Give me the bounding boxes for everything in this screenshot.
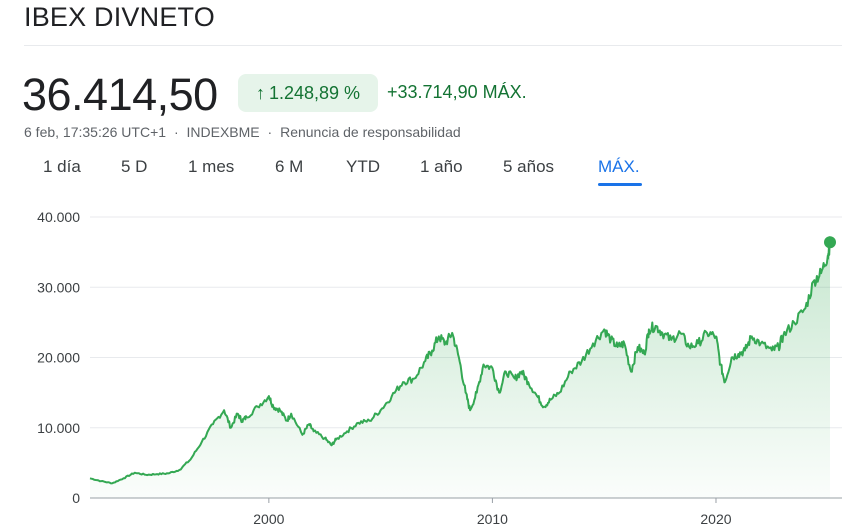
tab-1-month[interactable]: 1 mes — [188, 157, 235, 176]
exchange-name: INDEXBME — [186, 124, 260, 140]
y-tick-label: 20.000 — [37, 350, 80, 366]
percent-change-badge: ↑ 1.248,89 % — [238, 74, 378, 112]
meta-separator: · — [267, 124, 273, 140]
tab-5-days[interactable]: 5 D — [121, 157, 148, 176]
meta-separator: · — [173, 124, 179, 140]
current-price: 36.414,50 — [22, 69, 218, 120]
percent-change-value: 1.248,89 % — [268, 82, 361, 103]
period-label: MÁX. — [482, 82, 527, 102]
tab-ytd[interactable]: YTD — [346, 157, 380, 176]
timestamp: 6 feb, 17:35:26 UTC+1 — [24, 124, 167, 140]
up-arrow-icon: ↑ — [255, 82, 265, 103]
tab-1-day[interactable]: 1 día — [43, 157, 81, 176]
tab-6-months[interactable]: 6 M — [275, 157, 304, 176]
absolute-change: +33.714,90 MÁX. — [387, 82, 527, 103]
x-tick-label: 2020 — [700, 511, 731, 527]
price-chart[interactable]: 40.000 30.000 20.000 10.000 0 2000 2010 2020 — [0, 200, 842, 531]
disclaimer-link[interactable]: Renuncia de responsabilidad — [280, 124, 461, 140]
x-tick-label: 2000 — [253, 511, 284, 527]
quote-meta: 6 feb, 17:35:26 UTC+1 · INDEXBME · Renun… — [24, 124, 461, 140]
range-tabs: 1 día 5 D 1 mes 6 M YTD 1 año 5 años MÁX… — [0, 155, 842, 186]
y-tick-label: 10.000 — [37, 420, 80, 436]
tab-5-years[interactable]: 5 años — [503, 157, 555, 176]
x-tick-label: 2010 — [477, 511, 508, 527]
y-tick-label: 40.000 — [37, 209, 80, 225]
active-tab-indicator — [598, 183, 642, 186]
price-line — [89, 236, 831, 485]
tab-1-year[interactable]: 1 año — [420, 157, 463, 176]
index-title: IBEX DIVNETO — [24, 2, 215, 32]
header-divider — [24, 45, 842, 46]
y-tick-label: 30.000 — [37, 279, 80, 295]
latest-price-dot — [824, 236, 836, 249]
y-tick-label: 0 — [72, 490, 80, 506]
absolute-change-value: +33.714,90 — [387, 82, 478, 102]
tab-max[interactable]: MÁX. — [598, 157, 640, 176]
